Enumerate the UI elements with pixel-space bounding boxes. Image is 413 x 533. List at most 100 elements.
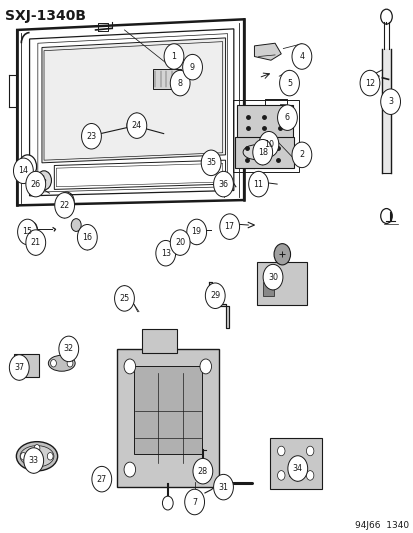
Text: 94J66  1340: 94J66 1340 bbox=[354, 521, 408, 530]
Circle shape bbox=[259, 132, 278, 157]
Circle shape bbox=[291, 44, 311, 69]
FancyBboxPatch shape bbox=[152, 69, 180, 90]
Circle shape bbox=[201, 150, 221, 175]
Text: 23: 23 bbox=[86, 132, 96, 141]
Text: 2: 2 bbox=[299, 150, 304, 159]
FancyBboxPatch shape bbox=[236, 106, 292, 138]
Circle shape bbox=[359, 70, 379, 96]
Circle shape bbox=[192, 458, 212, 484]
Text: 13: 13 bbox=[160, 249, 170, 258]
Circle shape bbox=[127, 113, 146, 139]
Text: 15: 15 bbox=[22, 228, 33, 237]
Circle shape bbox=[61, 338, 76, 357]
Circle shape bbox=[199, 462, 211, 477]
Circle shape bbox=[77, 224, 97, 250]
Ellipse shape bbox=[242, 145, 269, 160]
Circle shape bbox=[20, 361, 27, 370]
Text: 4: 4 bbox=[299, 52, 304, 61]
Circle shape bbox=[213, 171, 233, 197]
Circle shape bbox=[252, 140, 272, 165]
Circle shape bbox=[124, 462, 135, 477]
Text: 25: 25 bbox=[119, 294, 129, 303]
Circle shape bbox=[170, 70, 190, 96]
Text: 22: 22 bbox=[59, 201, 70, 210]
Circle shape bbox=[248, 171, 268, 197]
Text: 8: 8 bbox=[177, 78, 182, 87]
Text: 9: 9 bbox=[190, 63, 195, 71]
Text: 3: 3 bbox=[387, 97, 392, 106]
Ellipse shape bbox=[27, 231, 42, 243]
Text: 26: 26 bbox=[31, 180, 41, 189]
Circle shape bbox=[50, 360, 56, 367]
Text: SXJ-1340B: SXJ-1340B bbox=[5, 9, 85, 23]
Circle shape bbox=[124, 359, 135, 374]
FancyBboxPatch shape bbox=[257, 262, 306, 305]
Circle shape bbox=[277, 105, 297, 131]
Circle shape bbox=[26, 171, 45, 197]
Circle shape bbox=[83, 128, 96, 145]
Polygon shape bbox=[42, 38, 225, 163]
Circle shape bbox=[92, 466, 112, 492]
Circle shape bbox=[182, 54, 202, 80]
Circle shape bbox=[34, 445, 40, 452]
Circle shape bbox=[184, 489, 204, 515]
Circle shape bbox=[19, 155, 36, 178]
Circle shape bbox=[291, 142, 311, 167]
Polygon shape bbox=[209, 282, 228, 328]
Circle shape bbox=[67, 360, 73, 367]
Circle shape bbox=[36, 171, 51, 190]
Circle shape bbox=[26, 222, 37, 237]
Text: 21: 21 bbox=[31, 238, 41, 247]
Circle shape bbox=[219, 214, 239, 239]
Text: 30: 30 bbox=[267, 273, 278, 281]
Text: 34: 34 bbox=[292, 464, 302, 473]
Text: 32: 32 bbox=[64, 344, 74, 353]
Circle shape bbox=[362, 71, 372, 84]
Text: 10: 10 bbox=[263, 140, 273, 149]
Circle shape bbox=[213, 474, 233, 500]
Text: 37: 37 bbox=[14, 363, 24, 372]
Circle shape bbox=[205, 283, 225, 309]
Circle shape bbox=[14, 158, 33, 183]
Text: 29: 29 bbox=[210, 291, 220, 300]
Text: 24: 24 bbox=[131, 121, 142, 130]
Circle shape bbox=[306, 446, 313, 456]
Circle shape bbox=[127, 117, 140, 134]
Text: 17: 17 bbox=[224, 222, 234, 231]
Circle shape bbox=[59, 336, 78, 362]
Circle shape bbox=[170, 230, 190, 255]
FancyBboxPatch shape bbox=[263, 282, 273, 296]
Circle shape bbox=[26, 230, 45, 255]
FancyBboxPatch shape bbox=[133, 366, 202, 454]
FancyBboxPatch shape bbox=[116, 350, 218, 487]
Circle shape bbox=[306, 471, 313, 480]
Polygon shape bbox=[381, 49, 391, 173]
Circle shape bbox=[259, 135, 269, 148]
Text: 1: 1 bbox=[171, 52, 176, 61]
Polygon shape bbox=[254, 43, 280, 60]
Text: 16: 16 bbox=[82, 233, 92, 242]
Text: 36: 36 bbox=[218, 180, 228, 189]
Circle shape bbox=[287, 456, 307, 481]
Ellipse shape bbox=[20, 446, 54, 467]
FancyBboxPatch shape bbox=[142, 329, 177, 353]
Circle shape bbox=[186, 219, 206, 245]
Circle shape bbox=[155, 240, 175, 266]
Circle shape bbox=[162, 496, 173, 510]
Circle shape bbox=[164, 44, 183, 69]
Text: 7: 7 bbox=[192, 497, 197, 506]
Circle shape bbox=[380, 89, 399, 115]
Text: 11: 11 bbox=[253, 180, 263, 189]
Text: 28: 28 bbox=[197, 467, 207, 475]
FancyBboxPatch shape bbox=[269, 438, 321, 489]
Text: 33: 33 bbox=[28, 456, 38, 465]
Circle shape bbox=[55, 192, 74, 218]
Circle shape bbox=[279, 70, 299, 96]
Text: 5: 5 bbox=[286, 78, 292, 87]
Circle shape bbox=[81, 124, 101, 149]
Text: 6: 6 bbox=[284, 113, 289, 122]
Text: 14: 14 bbox=[18, 166, 28, 175]
Text: 20: 20 bbox=[175, 238, 185, 247]
Text: 27: 27 bbox=[96, 475, 107, 483]
Ellipse shape bbox=[48, 356, 75, 371]
